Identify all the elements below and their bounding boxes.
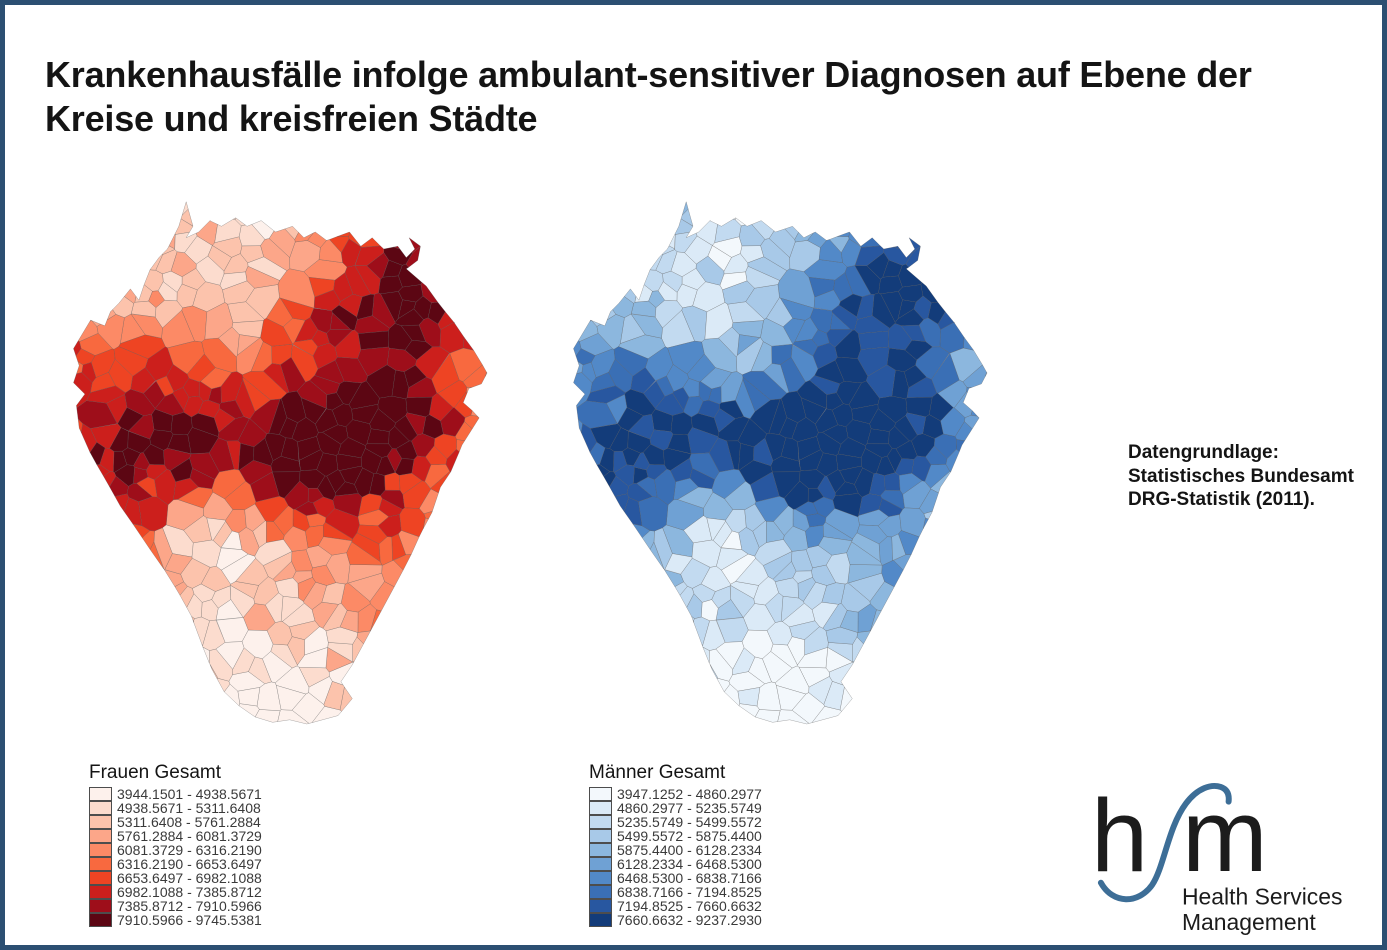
svg-text:h: h	[1091, 778, 1148, 893]
svg-text:Health Services: Health Services	[1182, 883, 1343, 909]
svg-text:Management: Management	[1182, 909, 1316, 935]
